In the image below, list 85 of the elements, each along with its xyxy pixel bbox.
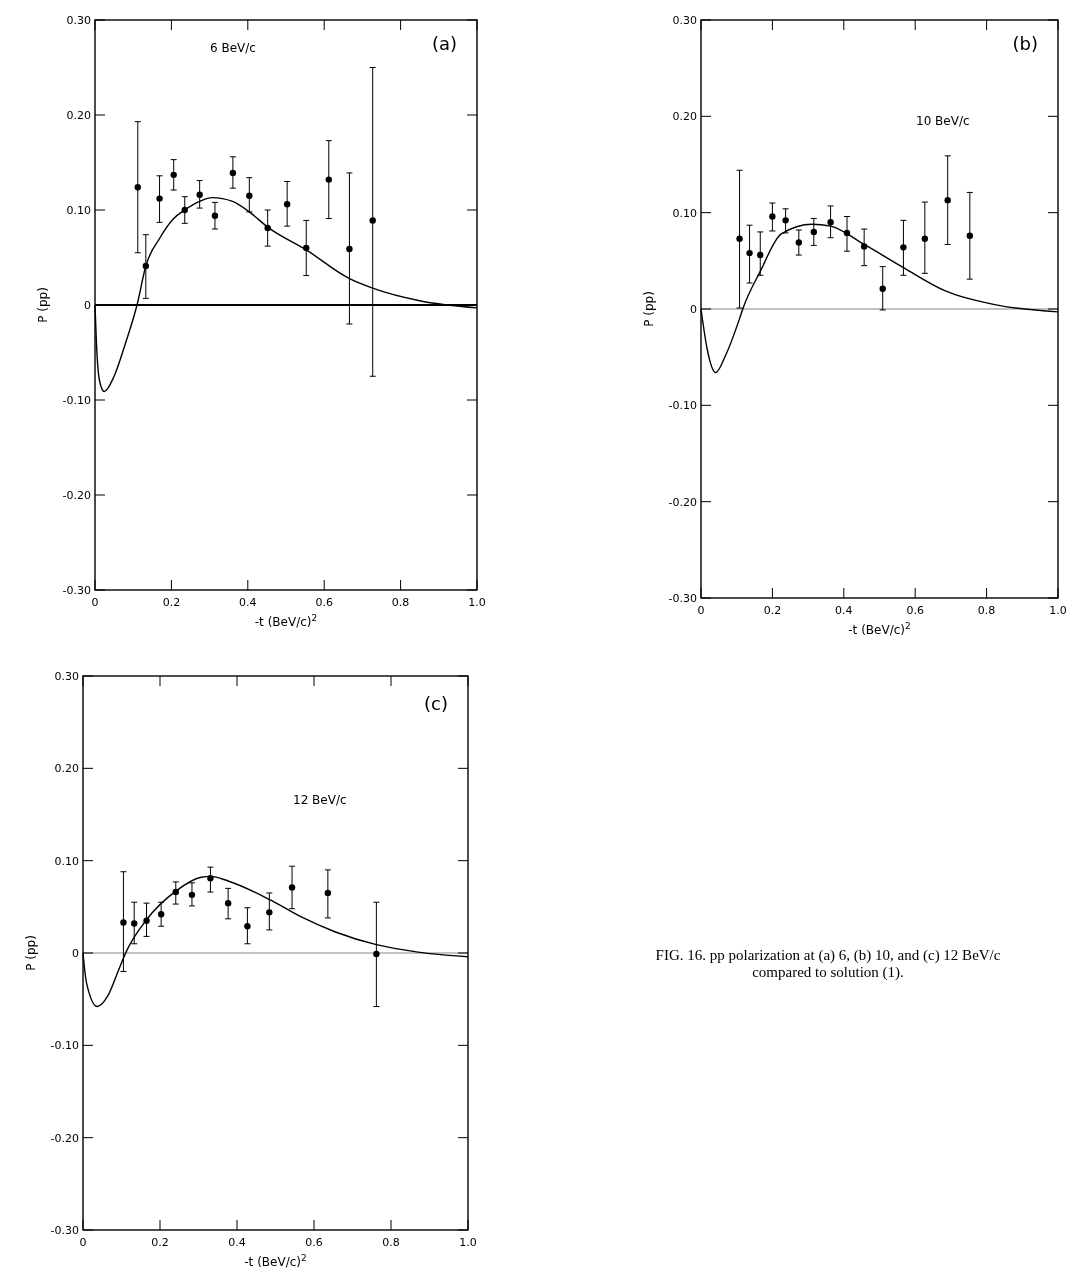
x-tick-label: 0.2 (162, 596, 181, 609)
point (736, 235, 743, 242)
annotation: (a) (431, 33, 457, 54)
point (246, 192, 253, 199)
point (346, 245, 353, 253)
point (827, 219, 834, 226)
point (921, 235, 929, 242)
point (188, 891, 196, 899)
x-tick-label: 0 (91, 596, 99, 609)
x-tick-label: 0.8 (977, 604, 996, 617)
point (900, 244, 907, 251)
point (120, 919, 127, 926)
y-tick-label: -0.20 (668, 495, 697, 509)
y-tick-label: 0 (84, 299, 91, 312)
x-tick-label: 1.0 (1049, 604, 1067, 617)
x-tick-label: 0.6 (305, 1236, 323, 1249)
point (966, 232, 974, 239)
y-tick-label: 0 (72, 947, 79, 960)
y-tick-label: 0.30 (672, 14, 697, 27)
point (157, 911, 165, 918)
x-tick-label: 1.0 (459, 1236, 477, 1249)
annotation: 6 BeV/c (210, 41, 256, 55)
x-tick-label: 0.4 (835, 604, 853, 617)
y-tick-label: 0.20 (54, 762, 79, 776)
y-tick-label: -0.30 (668, 592, 697, 605)
y-tick-label: -0.20 (62, 489, 91, 502)
y-tick-label: 0 (690, 303, 697, 316)
point (224, 899, 232, 907)
point (288, 884, 296, 891)
point (170, 171, 177, 179)
x-tick-label: 0.6 (315, 596, 333, 609)
y-tick-label: 0.30 (54, 670, 79, 683)
y-tick-label: 0.20 (672, 110, 697, 124)
point (769, 213, 776, 220)
x-tick-label: 0.8 (391, 596, 410, 609)
caption: FIG. 16. pp polarization at (a) 6, (b) 10, and (c) 12 BeV/c compared to solution (1). (655, 947, 1001, 981)
point (944, 196, 951, 204)
x-axis-title: -t (BeV/c)$^{2}$ (848, 621, 911, 637)
point (746, 249, 753, 257)
x-tick-label: 0.4 (239, 596, 257, 609)
y-tick-label: 0.10 (672, 206, 697, 220)
y-tick-label: 0.20 (66, 109, 91, 122)
point (325, 176, 332, 183)
x-axis-title: -t (BeV/c)$^{2}$ (244, 1253, 307, 1269)
point (369, 217, 376, 224)
point (131, 920, 138, 927)
y-axis-title: P (pp) (642, 291, 656, 327)
y-axis-title: P (pp) (36, 287, 50, 323)
point (283, 201, 291, 208)
point (782, 217, 789, 224)
y-tick-label: 0.10 (54, 854, 79, 868)
y-tick-label: -0.10 (668, 399, 697, 413)
point (324, 889, 332, 897)
x-axis-title: -t (BeV/c)$^{2}$ (254, 613, 318, 629)
x-tick-label: 0 (697, 604, 705, 617)
x-tick-label: 0.2 (151, 1236, 169, 1249)
x-tick-label: 0.6 (906, 604, 924, 617)
point (229, 169, 237, 177)
x-tick-label: 0.4 (228, 1236, 246, 1249)
point (244, 923, 251, 930)
y-tick-label: -0.20 (50, 1131, 79, 1145)
x-tick-label: 1.0 (468, 596, 486, 609)
annotation: (c) (424, 693, 448, 714)
point (373, 950, 380, 958)
y-axis-title: P (pp) (24, 935, 38, 971)
y-tick-label: -0.10 (50, 1039, 79, 1053)
y-tick-label: -0.10 (62, 394, 91, 407)
x-tick-label: 0.2 (763, 604, 782, 617)
point (196, 191, 203, 198)
point (211, 212, 219, 219)
point (757, 251, 764, 259)
y-tick-label: -0.30 (62, 584, 91, 597)
point (879, 285, 886, 292)
point (134, 184, 141, 191)
point (156, 195, 163, 202)
x-tick-label: 0.8 (382, 1236, 400, 1249)
annotation: 12 BeV/c (293, 793, 347, 807)
point (795, 239, 803, 246)
point (810, 228, 818, 236)
y-tick-label: 0.30 (66, 14, 91, 27)
point (266, 909, 273, 916)
y-tick-label: -0.30 (50, 1224, 79, 1237)
annotation: 10 BeV/c (916, 114, 970, 128)
annotation: (b) (1012, 33, 1038, 54)
y-tick-label: 0.10 (66, 204, 91, 217)
